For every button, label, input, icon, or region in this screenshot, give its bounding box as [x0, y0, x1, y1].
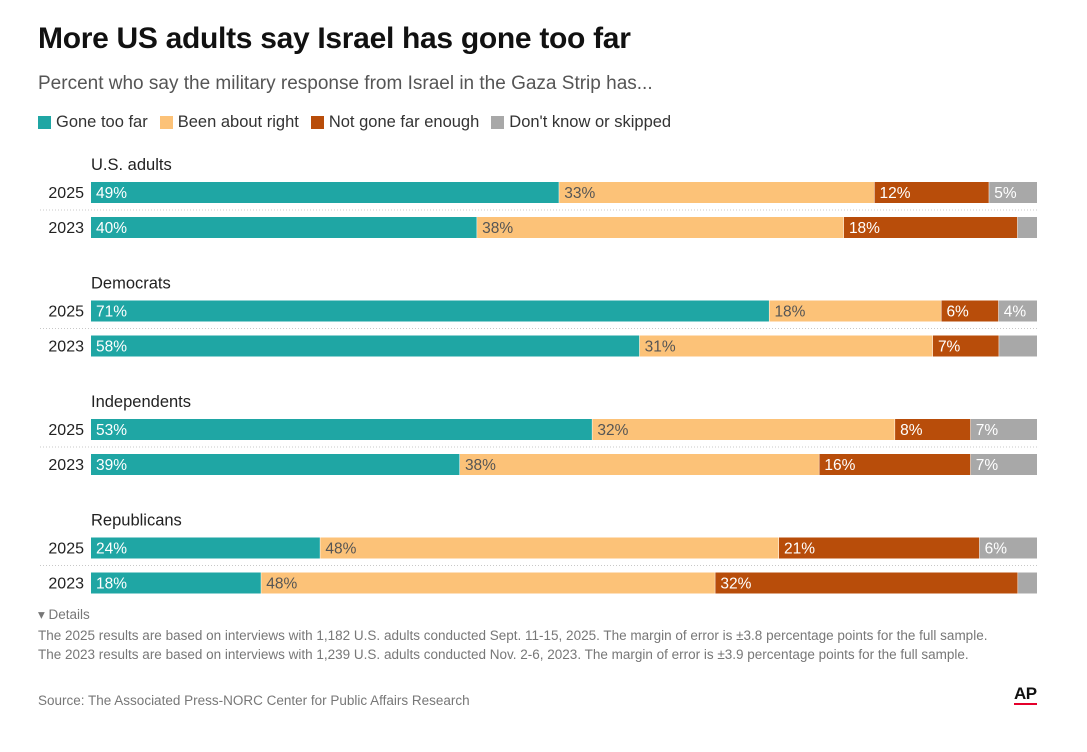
data-label: 58% [96, 339, 127, 356]
group-label: Republicans [91, 512, 182, 530]
year-label: 2023 [48, 457, 84, 474]
ap-logo-underline [1014, 703, 1037, 705]
bar-segment [970, 419, 1037, 440]
data-label: 7% [976, 422, 999, 439]
bar-segment [320, 537, 779, 559]
bar-segment [91, 572, 262, 594]
legend-item-gone-too-far: Gone too far [38, 113, 148, 132]
data-label: 6% [946, 304, 969, 321]
bar-segment [559, 182, 875, 203]
group-label: U.S. adults [91, 156, 172, 174]
bar-segment [592, 419, 896, 440]
data-label: 16% [824, 457, 855, 474]
bar-segment [779, 537, 980, 559]
bar-segment [91, 537, 321, 559]
year-label: 2023 [48, 220, 84, 237]
bar-segment [91, 419, 593, 440]
legend-swatch [310, 116, 324, 129]
legend-label: Don't know or skipped [509, 113, 672, 131]
data-label: 21% [784, 541, 815, 558]
data-label: 40% [96, 220, 127, 237]
bar-segment [91, 182, 560, 203]
data-label: 7% [976, 457, 999, 474]
legend-item-dont-know: Don't know or skipped [491, 113, 671, 132]
data-label: 48% [266, 576, 297, 593]
legend-label: Gone too far [56, 113, 148, 131]
bar-segment [715, 572, 1019, 594]
legend-swatch [491, 116, 505, 129]
data-label: 6% [985, 541, 1008, 558]
data-label: 53% [96, 422, 127, 439]
data-label: 33% [564, 185, 595, 202]
data-label: 4% [1004, 304, 1027, 321]
ap-logo: AP [1014, 684, 1037, 703]
data-label: 24% [96, 541, 127, 558]
legend-label: Not gone far enough [328, 113, 480, 131]
year-label: 2025 [48, 304, 84, 321]
data-label: 8% [900, 422, 923, 439]
methodology-note: The 2025 results are based on interviews… [38, 628, 988, 662]
bar-segment [1017, 217, 1037, 238]
data-label: 18% [849, 220, 880, 237]
bar-segment [91, 300, 770, 322]
bar-segment [477, 217, 844, 238]
data-label: 32% [720, 576, 751, 593]
bar-segment [769, 300, 942, 322]
bar-segment [932, 335, 1000, 357]
bar-segment [261, 572, 716, 594]
bar-segment [999, 335, 1037, 357]
data-label: 32% [597, 422, 628, 439]
data-label: 5% [994, 185, 1017, 202]
bar-segment [639, 335, 933, 357]
stacked-bar-chart: U.S. adults 2025 49% 33% 12% 5% 2023 40% 38% 18% D… [40, 156, 1037, 594]
bar-segment [1018, 572, 1037, 594]
bar-segment [989, 182, 1037, 203]
source-line: Source: The Associated Press-NORC Center… [38, 693, 470, 708]
year-label: 2025 [48, 422, 84, 439]
data-label: 39% [96, 457, 127, 474]
legend-swatch [159, 116, 173, 129]
bar-segment [874, 182, 990, 203]
chart-title: More US adults say Israel has gone too f… [38, 22, 631, 55]
bar-segment [941, 300, 999, 322]
bar-segment [91, 335, 640, 357]
bar-segment [998, 300, 1037, 322]
year-label: 2023 [48, 576, 84, 593]
year-label: 2025 [48, 185, 84, 202]
legend: Gone too far Been about right Not gone f… [38, 113, 671, 132]
data-label: 49% [96, 185, 127, 202]
data-label: 38% [482, 220, 513, 237]
bar-segment [843, 217, 1018, 238]
year-label: 2025 [48, 541, 84, 558]
data-label: 71% [96, 304, 127, 321]
legend-item-not-far-enough: Not gone far enough [310, 113, 480, 132]
data-label: 7% [938, 339, 961, 356]
bar-segment [970, 454, 1037, 475]
legend-item-about-right: Been about right [159, 113, 299, 132]
bar-segment [819, 454, 971, 475]
year-label: 2023 [48, 339, 84, 356]
data-label: 18% [774, 304, 805, 321]
data-label: 31% [645, 339, 676, 356]
group-label: Independents [91, 393, 191, 411]
legend-label: Been about right [177, 113, 299, 131]
group-label: Democrats [91, 275, 171, 293]
legend-swatch [38, 116, 51, 129]
bar-segment [91, 217, 478, 238]
data-label: 38% [465, 457, 496, 474]
bar-segment [895, 419, 971, 440]
chart-subtitle: Percent who say the military response fr… [38, 73, 653, 94]
data-label: 18% [96, 576, 127, 593]
bar-segment [979, 537, 1037, 559]
bar-segment [459, 454, 820, 475]
bar-segment [91, 454, 460, 475]
data-label: 48% [325, 541, 356, 558]
data-label: 12% [880, 185, 911, 202]
details-toggle[interactable]: ▾ Details [38, 607, 90, 622]
